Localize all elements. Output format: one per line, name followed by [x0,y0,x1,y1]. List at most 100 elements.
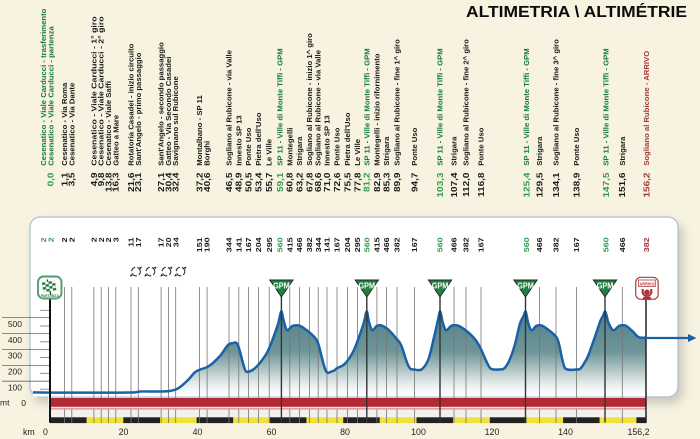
svg-text:Strigara: Strigara [537,136,544,165]
svg-text:Sogliano al Rubicone - via Val: Sogliano al Rubicone - via Valle [316,50,323,166]
svg-text:167: 167 [572,237,581,252]
svg-text:68,6: 68,6 [314,172,323,192]
svg-text:Pietra dell'Uso: Pietra dell'Uso [345,113,352,166]
svg-text:156,2: 156,2 [642,172,651,198]
svg-text:295: 295 [353,237,362,252]
svg-text:89,9: 89,9 [393,172,402,192]
svg-text:11: 11 [127,237,136,246]
svg-text:Cesenatico - Viale Carducci -: Cesenatico - Viale Carducci - partenza [48,26,55,166]
svg-text:71,0: 71,0 [323,172,332,192]
svg-text:344: 344 [225,237,234,252]
svg-text:SP 11 - Ville di Monte Tiffi -: SP 11 - Ville di Monte Tiffi - GPM [604,48,611,166]
svg-text:Le Ville: Le Ville [355,139,362,166]
svg-text:23,1: 23,1 [134,172,143,192]
svg-text:147,5: 147,5 [602,172,611,198]
svg-text:34: 34 [171,237,180,247]
svg-text:37,2: 37,2 [196,172,205,192]
svg-text:67,8: 67,8 [305,172,314,192]
svg-text:Ponte Uso: Ponte Uso [479,128,486,166]
svg-text:2: 2 [60,237,69,242]
svg-text:Sogliano al Rubicone - fine 3^: Sogliano al Rubicone - fine 3^ giro [553,39,561,166]
svg-text:100: 100 [8,383,22,393]
svg-text:466: 466 [295,237,304,252]
svg-text:167: 167 [244,237,253,252]
svg-text:Ponte Uso: Ponte Uso [574,128,581,166]
svg-text:382: 382 [393,237,402,252]
svg-text:km: km [23,427,35,437]
svg-text:82,9: 82,9 [373,172,382,192]
svg-text:500: 500 [8,319,22,329]
svg-text:Rotatoria Casadei - inizio cir: Rotatoria Casadei - inizio circuito [129,44,136,166]
svg-text:466: 466 [382,237,391,252]
svg-text:Strigara: Strigara [620,136,627,165]
svg-text:GPM: GPM [432,282,449,291]
svg-text:116,8: 116,8 [477,172,486,197]
svg-text:20: 20 [164,237,173,247]
svg-text:17: 17 [134,237,143,247]
svg-text:200: 200 [8,367,22,377]
svg-text:560: 560 [436,237,445,252]
svg-text:382: 382 [305,237,314,252]
svg-text:40: 40 [193,427,203,437]
svg-text:560: 560 [276,237,285,252]
svg-text:ALTIMETRIA \ ALTIMÉTRIE: ALTIMETRIA \ ALTIMÉTRIE [466,2,687,21]
svg-text:300: 300 [8,351,22,361]
svg-text:46,5: 46,5 [225,172,234,192]
svg-text:27,1: 27,1 [157,172,166,192]
svg-text:53,4: 53,4 [254,172,263,192]
svg-text:100: 100 [411,427,426,437]
svg-text:63,2: 63,2 [296,172,305,192]
svg-text:141: 141 [323,237,332,252]
svg-text:Sogliano al Rubicone - inizio: Sogliano al Rubicone - inizio 1^ giro [306,33,314,166]
svg-text:295: 295 [265,237,274,252]
svg-text:Sogliano al Rubicone - via Val: Sogliano al Rubicone - via Valle [227,50,234,166]
svg-text:40,6: 40,6 [203,172,212,192]
svg-text:0: 0 [43,427,48,437]
svg-text:Borghi: Borghi [205,141,212,166]
svg-text:2: 2 [97,237,106,242]
svg-text:Ponte Uso: Ponte Uso [412,128,419,166]
svg-text:Montalbano - SP 11: Montalbano - SP 11 [197,95,204,166]
svg-text:1,1: 1,1 [60,172,69,187]
svg-text:466: 466 [618,237,627,252]
svg-text:151,6: 151,6 [618,172,627,198]
svg-text:167: 167 [410,237,419,252]
svg-text:0: 0 [21,398,26,408]
svg-text:50,5: 50,5 [245,172,254,192]
svg-text:466: 466 [450,237,459,252]
svg-text:2: 2 [67,237,76,242]
svg-text:134,1: 134,1 [552,172,561,198]
svg-text:382: 382 [642,237,651,252]
svg-text:129,5: 129,5 [535,172,544,198]
svg-text:107,4: 107,4 [450,172,459,198]
svg-text:SP 11 - Ville di Monte Tiffi -: SP 11 - Ville di Monte Tiffi - GPM [438,48,445,166]
svg-text:SP 11 - Ville di Monte Tiffi -: SP 11 - Ville di Monte Tiffi - GPM [278,48,285,166]
svg-text:3: 3 [111,237,120,242]
svg-text:156,2: 156,2 [627,427,649,437]
svg-text:60: 60 [267,427,277,437]
svg-text:GPM: GPM [359,282,376,291]
svg-text:60,8: 60,8 [286,172,295,192]
svg-text:0,0: 0,0 [47,172,56,187]
svg-text:2: 2 [39,237,48,242]
svg-text:Montegelli: Montegelli [287,128,294,166]
svg-text:Cesenatico - Viale Carducci -: Cesenatico - Viale Carducci - trasferime… [41,9,48,166]
svg-text:140: 140 [558,427,573,437]
svg-text:167: 167 [477,237,486,252]
svg-text:94,7: 94,7 [410,172,419,192]
svg-text:Sant'Angelo - secondo passaggi: Sant'Angelo - secondo passaggio [159,42,166,166]
svg-text:204: 204 [343,237,352,252]
svg-text:Gatteo - Via Secondo Casadei: Gatteo - Via Secondo Casadei [166,57,173,166]
svg-text:Innesto SP 13: Innesto SP 13 [325,115,332,166]
svg-text:Strigara: Strigara [384,136,391,165]
svg-text:Savignano sul Rubicone: Savignano sul Rubicone [173,76,180,166]
svg-text:GPM: GPM [517,282,534,291]
svg-text:138,9: 138,9 [572,172,581,198]
svg-text:Cesenatico - Viale Carducci -: Cesenatico - Viale Carducci - 2° giro [98,16,106,165]
svg-text:400: 400 [8,335,22,345]
svg-text:382: 382 [552,237,561,252]
svg-text:77,8: 77,8 [353,172,362,192]
svg-text:SP 11 - Ville di Monte Tiffi -: SP 11 - Ville di Monte Tiffi - GPM [524,48,531,166]
svg-text:SP 11 - Ville di Monte Tiffi -: SP 11 - Ville di Monte Tiffi - GPM [364,48,371,166]
svg-text:9,8: 9,8 [97,172,106,187]
